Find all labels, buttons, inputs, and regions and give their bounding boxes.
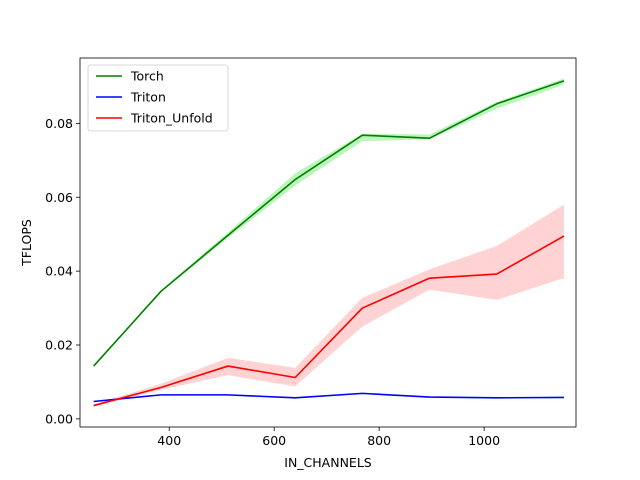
y-tick-label: 0.06 (45, 190, 73, 205)
y-tick-label: 0.00 (45, 411, 73, 426)
x-tick-label: 400 (157, 433, 181, 448)
series-line-torch (93, 80, 565, 367)
y-tick-label: 0.04 (45, 264, 73, 279)
legend-label: Triton_Unfold (130, 111, 213, 126)
legend-box (87, 64, 229, 132)
legend: Torch Triton Triton_Unfold (87, 64, 229, 132)
legend-label: Torch (130, 69, 164, 84)
y-tick-label: 0.08 (45, 116, 73, 131)
x-tick-label: 800 (367, 433, 391, 448)
plot-frame (79, 57, 577, 428)
x-axis-ticks: 400 600 800 1000 (157, 427, 500, 448)
y-tick-label: 0.02 (45, 338, 73, 353)
y-axis-ticks: 0.00 0.02 0.04 0.06 0.08 (45, 116, 80, 426)
x-tick-label: 1000 (468, 433, 500, 448)
series-line-triton (93, 392, 564, 403)
legend-label: Triton (130, 90, 166, 105)
series-line-triton-unfold (93, 235, 565, 407)
y-axis-label: TFLOPS (19, 219, 34, 267)
series-lines (93, 80, 565, 407)
x-axis-label: IN_CHANNELS (284, 455, 372, 470)
x-tick-label: 600 (262, 433, 286, 448)
